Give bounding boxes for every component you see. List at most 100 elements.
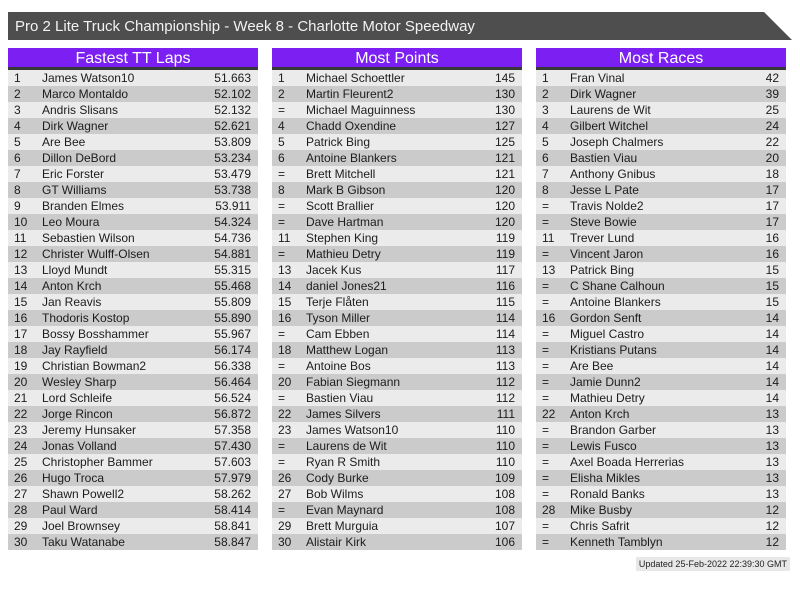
value-cell: 53.809 (214, 135, 251, 149)
table-title: Most Points (272, 48, 522, 70)
value-cell: 58.414 (214, 503, 251, 517)
rank-cell: 25 (14, 455, 28, 469)
table-row: = Miguel Castro 14 (536, 326, 786, 342)
driver-name-cell: Fabian Siegmann (306, 375, 401, 389)
table-row: 5 Patrick Bing 125 (272, 134, 522, 150)
table-row: 15 Terje Flåten 115 (272, 294, 522, 310)
table-row: = Laurens de Wit 110 (272, 438, 522, 454)
driver-name-cell: Kenneth Tamblyn (570, 535, 663, 549)
rank-cell: 30 (14, 535, 28, 549)
value-cell: 110 (495, 455, 515, 469)
table-row: = Vincent Jaron 16 (536, 246, 786, 262)
value-cell: 16 (765, 247, 779, 261)
table-row: 29 Brett Murguia 107 (272, 518, 522, 534)
driver-name-cell: Jeremy Hunsaker (42, 423, 137, 437)
rank-cell: 18 (278, 343, 292, 357)
rank-cell: = (278, 359, 286, 373)
driver-name-cell: Antoine Bos (306, 359, 371, 373)
value-cell: 108 (494, 487, 515, 501)
table-fastest-tt-laps: Fastest TT Laps 1 James Watson10 51.663 2 Ma… (8, 48, 258, 550)
table-row: 11 Trever Lund 16 (536, 230, 786, 246)
driver-name-cell: Joel Brownsey (42, 519, 121, 533)
table-row: 9 Branden Elmes 53.911 (8, 198, 258, 214)
table-row: = Kenneth Tamblyn 12 (536, 534, 786, 550)
rank-cell: 4 (542, 119, 549, 133)
page-title: Pro 2 Lite Truck Championship - Week 8 -… (15, 17, 475, 35)
table-row: 12 Christer Wulff-Olsen 54.881 (8, 246, 258, 262)
table-row: = Ronald Banks 13 (536, 486, 786, 502)
value-cell: 56.524 (214, 391, 251, 405)
driver-name-cell: Anton Krch (42, 279, 102, 293)
driver-name-cell: Jesse L Pate (570, 183, 639, 197)
value-cell: 111 (496, 407, 515, 421)
driver-name-cell: Marco Montaldo (42, 87, 129, 101)
value-cell: 145 (494, 71, 515, 85)
rank-cell: 6 (14, 151, 21, 165)
rank-cell: = (542, 199, 550, 213)
rank-cell: 6 (278, 151, 285, 165)
table-row: 25 Christopher Bammer 57.603 (8, 454, 258, 470)
driver-name-cell: Mike Busby (570, 503, 633, 517)
driver-name-cell: Taku Watanabe (42, 535, 125, 549)
value-cell: 58.262 (214, 487, 251, 501)
driver-name-cell: Tyson Miller (306, 311, 371, 325)
rank-cell: 26 (278, 471, 292, 485)
table-row: = Chris Safrit 12 (536, 518, 786, 534)
driver-name-cell: Chadd Oxendine (306, 119, 397, 133)
driver-name-cell: Ryan R Smith (306, 455, 381, 469)
table-row: 4 Chadd Oxendine 127 (272, 118, 522, 134)
table-row: 16 Tyson Miller 114 (272, 310, 522, 326)
rank-cell: 7 (542, 167, 549, 181)
driver-name-cell: Branden Elmes (42, 199, 125, 213)
driver-name-cell: Mathieu Detry (306, 247, 381, 261)
value-cell: 20 (765, 151, 779, 165)
driver-name-cell: Dave Hartman (306, 215, 384, 229)
value-cell: 13 (765, 471, 779, 485)
driver-name-cell: Are Bee (570, 359, 614, 373)
rank-cell: 10 (14, 215, 28, 229)
value-cell: 54.881 (214, 247, 251, 261)
rank-cell: 29 (278, 519, 292, 533)
table-row: 17 Bossy Bosshammer 55.967 (8, 326, 258, 342)
table-row: 15 Jan Reavis 55.809 (8, 294, 258, 310)
rank-cell: = (542, 375, 550, 389)
value-cell: 12 (765, 503, 779, 517)
rank-cell: 20 (278, 375, 292, 389)
rank-cell: = (278, 503, 286, 517)
driver-name-cell: Miguel Castro (570, 327, 645, 341)
rank-cell: = (278, 439, 286, 453)
table-row: = Steve Bowie 17 (536, 214, 786, 230)
table-row: 13 Patrick Bing 15 (536, 262, 786, 278)
table-most-races: Most Races 1 Fran Vinal 42 2 Dirk Wagner 39 3 L… (536, 48, 786, 550)
value-cell: 113 (495, 343, 515, 357)
driver-name-cell: Wesley Sharp (42, 375, 117, 389)
rank-cell: = (278, 327, 286, 341)
rank-cell: 22 (14, 407, 28, 421)
rank-cell: 2 (14, 87, 21, 101)
table-row: 6 Antoine Blankers 121 (272, 150, 522, 166)
rank-cell: = (542, 423, 550, 437)
rank-cell: 5 (278, 135, 285, 149)
table-row: = Bastien Viau 112 (272, 390, 522, 406)
rank-cell: = (542, 359, 550, 373)
value-cell: 22 (765, 135, 779, 149)
value-cell: 125 (494, 135, 515, 149)
driver-name-cell: Eric Forster (42, 167, 105, 181)
value-cell: 15 (765, 263, 779, 277)
rank-cell: 14 (14, 279, 28, 293)
driver-name-cell: Brandon Garber (570, 423, 657, 437)
driver-name-cell: Jorge Rincon (42, 407, 113, 421)
driver-name-cell: Michael Maguinness (306, 103, 416, 117)
value-cell: 107 (494, 519, 515, 533)
value-cell: 14 (765, 391, 779, 405)
driver-name-cell: Bastien Viau (306, 391, 374, 405)
rank-cell: 16 (14, 311, 28, 325)
driver-name-cell: Bob Wilms (306, 487, 364, 501)
rank-cell: 27 (14, 487, 28, 501)
table-row: = Antoine Blankers 15 (536, 294, 786, 310)
table-row: 2 Dirk Wagner 39 (536, 86, 786, 102)
table-row: 20 Wesley Sharp 56.464 (8, 374, 258, 390)
table-row: = Antoine Bos 113 (272, 358, 522, 374)
rank-cell: 3 (542, 103, 549, 117)
driver-name-cell: Evan Maynard (306, 503, 384, 517)
